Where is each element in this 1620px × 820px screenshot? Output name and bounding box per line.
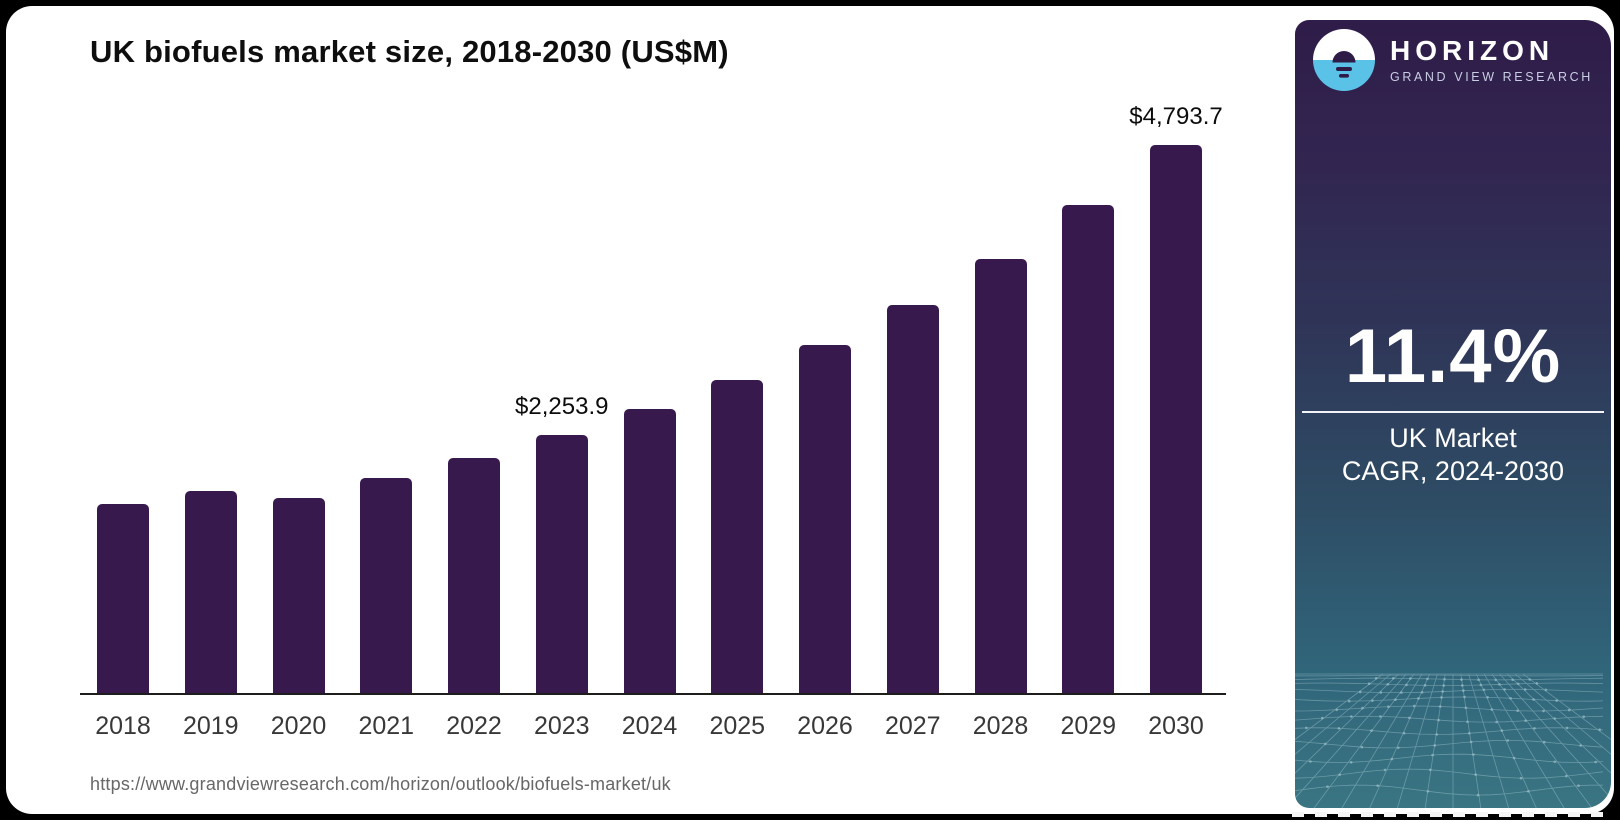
- x-axis-label-2027: 2027: [884, 712, 941, 740]
- bar-2022: [448, 458, 500, 693]
- horizon-sunrise-icon: [1313, 29, 1376, 91]
- wireframe-mesh-decoration: [1295, 673, 1611, 808]
- x-axis-label-2022: 2022: [446, 712, 502, 740]
- brand-logo-row: HORIZON GRAND VIEW RESEARCH: [1295, 29, 1611, 91]
- chart-title: UK biofuels market size, 2018-2030 (US$M…: [90, 34, 729, 69]
- x-axis-label-2021: 2021: [358, 712, 415, 740]
- bar-chart-plot-area: $2,253.9 $4,793.7: [80, 103, 1226, 693]
- source-url: https://www.grandviewresearch.com/horizo…: [90, 774, 671, 794]
- cagr-stat-block: 11.4% UK Market CAGR, 2024-2030: [1295, 319, 1611, 488]
- x-axis-label-2028: 2028: [972, 712, 1029, 740]
- x-axis-label-2024: 2024: [621, 712, 678, 740]
- x-axis-label-2025: 2025: [709, 712, 766, 740]
- cagr-label-line2: CAGR, 2024-2030: [1341, 456, 1565, 486]
- x-axis-label-2030: 2030: [1148, 712, 1204, 740]
- bar-value-label-2030: $4,793.7: [1129, 103, 1223, 130]
- bar-2028: [974, 259, 1027, 693]
- x-axis-label-2029: 2029: [1060, 712, 1117, 740]
- x-axis-label-2019: 2019: [182, 712, 239, 740]
- brand-sidebar: HORIZON GRAND VIEW RESEARCH 11.4% UK Mar…: [1295, 20, 1611, 808]
- cagr-label-line1: UK Market: [1389, 423, 1517, 453]
- stat-divider: [1302, 411, 1604, 413]
- brand-name: HORIZON: [1390, 35, 1555, 66]
- bar-2023: [535, 435, 588, 693]
- x-axis-labels: 2018 2019 2020 2021 2022 2023 2024 2025 2026 2027…: [6, 712, 1614, 746]
- x-axis-label-2023: 2023: [533, 712, 590, 740]
- x-axis-label-2026: 2026: [797, 712, 853, 740]
- report-card: UK biofuels market size, 2018-2030 (US$M…: [6, 6, 1614, 814]
- x-axis-label-2020: 2020: [270, 712, 327, 740]
- bar-2027: [886, 305, 939, 693]
- bar-2021: [360, 478, 413, 693]
- bar-2024: [623, 409, 676, 693]
- bar-value-label-2023: $2,253.9: [515, 393, 609, 420]
- bar-2026: [799, 345, 851, 693]
- x-axis-line: [80, 693, 1226, 695]
- bar-2019: [184, 491, 237, 693]
- brand-text-block: HORIZON GRAND VIEW RESEARCH: [1390, 35, 1593, 85]
- bar-2025: [711, 380, 764, 693]
- x-axis-label-2018: 2018: [95, 712, 151, 740]
- bar-2029: [1062, 205, 1115, 693]
- cagr-value: 11.4%: [1344, 314, 1562, 399]
- bar-2030: [1150, 145, 1202, 693]
- bottom-dash-decoration: [1292, 812, 1612, 817]
- bar-2020: [272, 498, 325, 693]
- brand-tagline: GRAND VIEW RESEARCH: [1390, 70, 1593, 84]
- bar-2018: [97, 504, 149, 693]
